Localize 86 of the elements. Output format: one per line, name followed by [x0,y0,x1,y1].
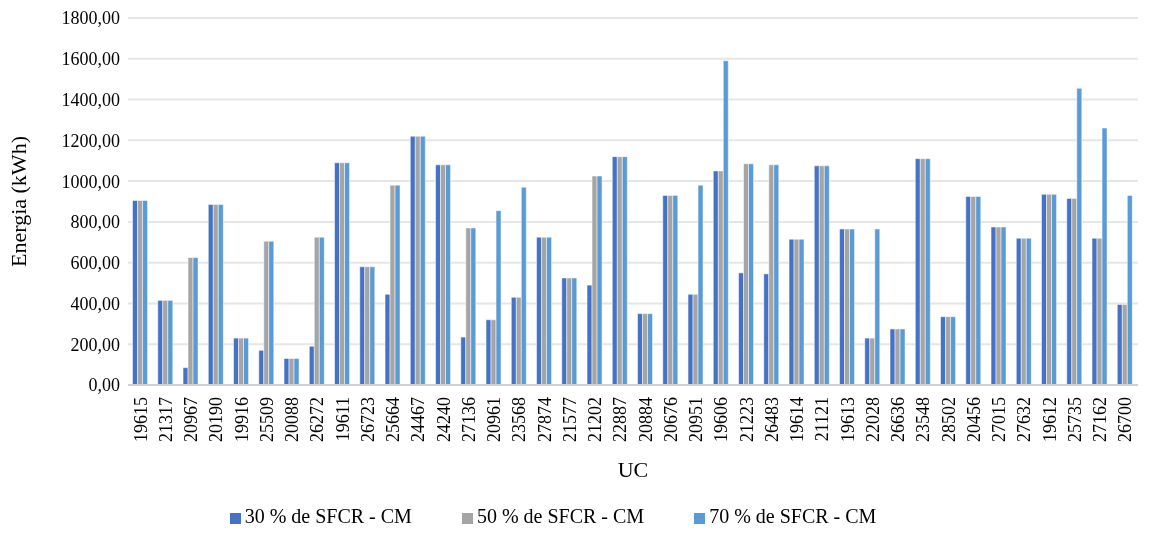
y-tick-label: 200,00 [70,334,120,355]
bar [612,156,618,385]
x-tick-label: 25735 [1064,397,1085,442]
x-tick-label: 20967 [181,397,202,442]
x-tick-label: 27136 [458,397,479,442]
x-tick-label: 25664 [383,397,404,442]
x-tick-label: 19612 [1039,397,1060,442]
bar [485,319,492,385]
x-tick-label: 21121 [812,397,833,442]
bar [1041,194,1047,385]
x-tick-label: 19606 [711,397,732,442]
x-tick-label: 26636 [888,397,909,442]
x-axis-title: UC [617,457,649,482]
x-tick-label: 26723 [357,397,378,442]
y-tick-label: 400,00 [70,293,120,314]
x-tick-label: 20884 [635,397,656,442]
x-tick-label: 26272 [307,397,328,442]
x-tick-label: 21202 [585,397,606,442]
y-tick-label: 0,00 [88,375,120,396]
bar [233,337,239,385]
x-tick-label: 26700 [1115,397,1136,442]
bar [435,164,441,385]
bar [713,170,719,385]
x-tick-label: 23548 [913,397,934,442]
bar [637,313,643,385]
x-tick-label: 20676 [660,397,681,442]
bar [1066,198,1073,385]
x-tick-label: 27162 [1090,397,1111,442]
bar [561,277,568,385]
bar [839,228,845,385]
x-tick-label: 20951 [686,397,707,442]
y-tick-label: 1600,00 [61,49,120,70]
bar [359,266,366,385]
y-tick-label: 600,00 [70,253,120,274]
bar [1117,304,1123,385]
bar [662,195,669,385]
x-tick-label: 19613 [837,397,858,442]
x-tick-label: 19614 [787,397,808,442]
bar [940,316,946,385]
y-tick-label: 1400,00 [61,89,120,110]
bar [132,200,138,385]
bar [1016,237,1022,385]
x-tick-label: 22028 [862,397,883,442]
x-tick-label: 25509 [256,397,277,442]
bar [990,226,997,385]
y-axis-title: Energia (kWh) [5,136,31,267]
x-tick-label: 27015 [989,397,1010,442]
legend-label: 70 % de SFCR - CM [709,505,877,527]
x-tick-label: 21577 [559,397,580,442]
x-tick-label: 20961 [484,397,505,442]
x-tick-label: 23568 [509,397,530,442]
x-tick-label: 19611 [332,397,353,442]
bar [965,196,972,385]
x-tick-label: 19615 [130,397,151,442]
bar [208,204,214,385]
bar [788,238,795,385]
legend-label: 50 % de SFCR - CM [476,505,645,527]
x-tick-label: 21317 [155,397,176,442]
bar [536,236,542,385]
x-tick-label: 19916 [231,397,252,442]
y-tick-label: 1200,00 [61,130,120,151]
legend-label: 30 % de SFCR - CM [244,505,412,527]
x-tick-label: 27874 [534,397,555,442]
bar [157,300,164,385]
bar [915,158,921,385]
x-tick-label: 28502 [938,397,959,442]
bar [1091,237,1098,385]
y-tick-label: 1000,00 [61,171,120,192]
bar [334,162,340,385]
bar [864,337,871,385]
x-tick-label: 27632 [1014,397,1035,442]
bar [511,297,517,385]
x-tick-label: 22887 [610,397,631,442]
x-tick-label: 24240 [433,397,454,442]
x-tick-label: 20088 [282,397,303,442]
bar [889,328,896,385]
x-tick-label: 20190 [206,397,227,442]
x-tick-label: 24467 [408,397,429,442]
x-tick-label: 21223 [736,397,757,442]
bar [687,294,694,385]
x-tick-label: 20456 [963,397,984,442]
y-tick-label: 1800,00 [61,8,120,29]
bar [814,165,820,385]
y-tick-label: 800,00 [70,212,120,233]
bar [410,136,416,385]
x-tick-label: 26483 [761,397,782,442]
